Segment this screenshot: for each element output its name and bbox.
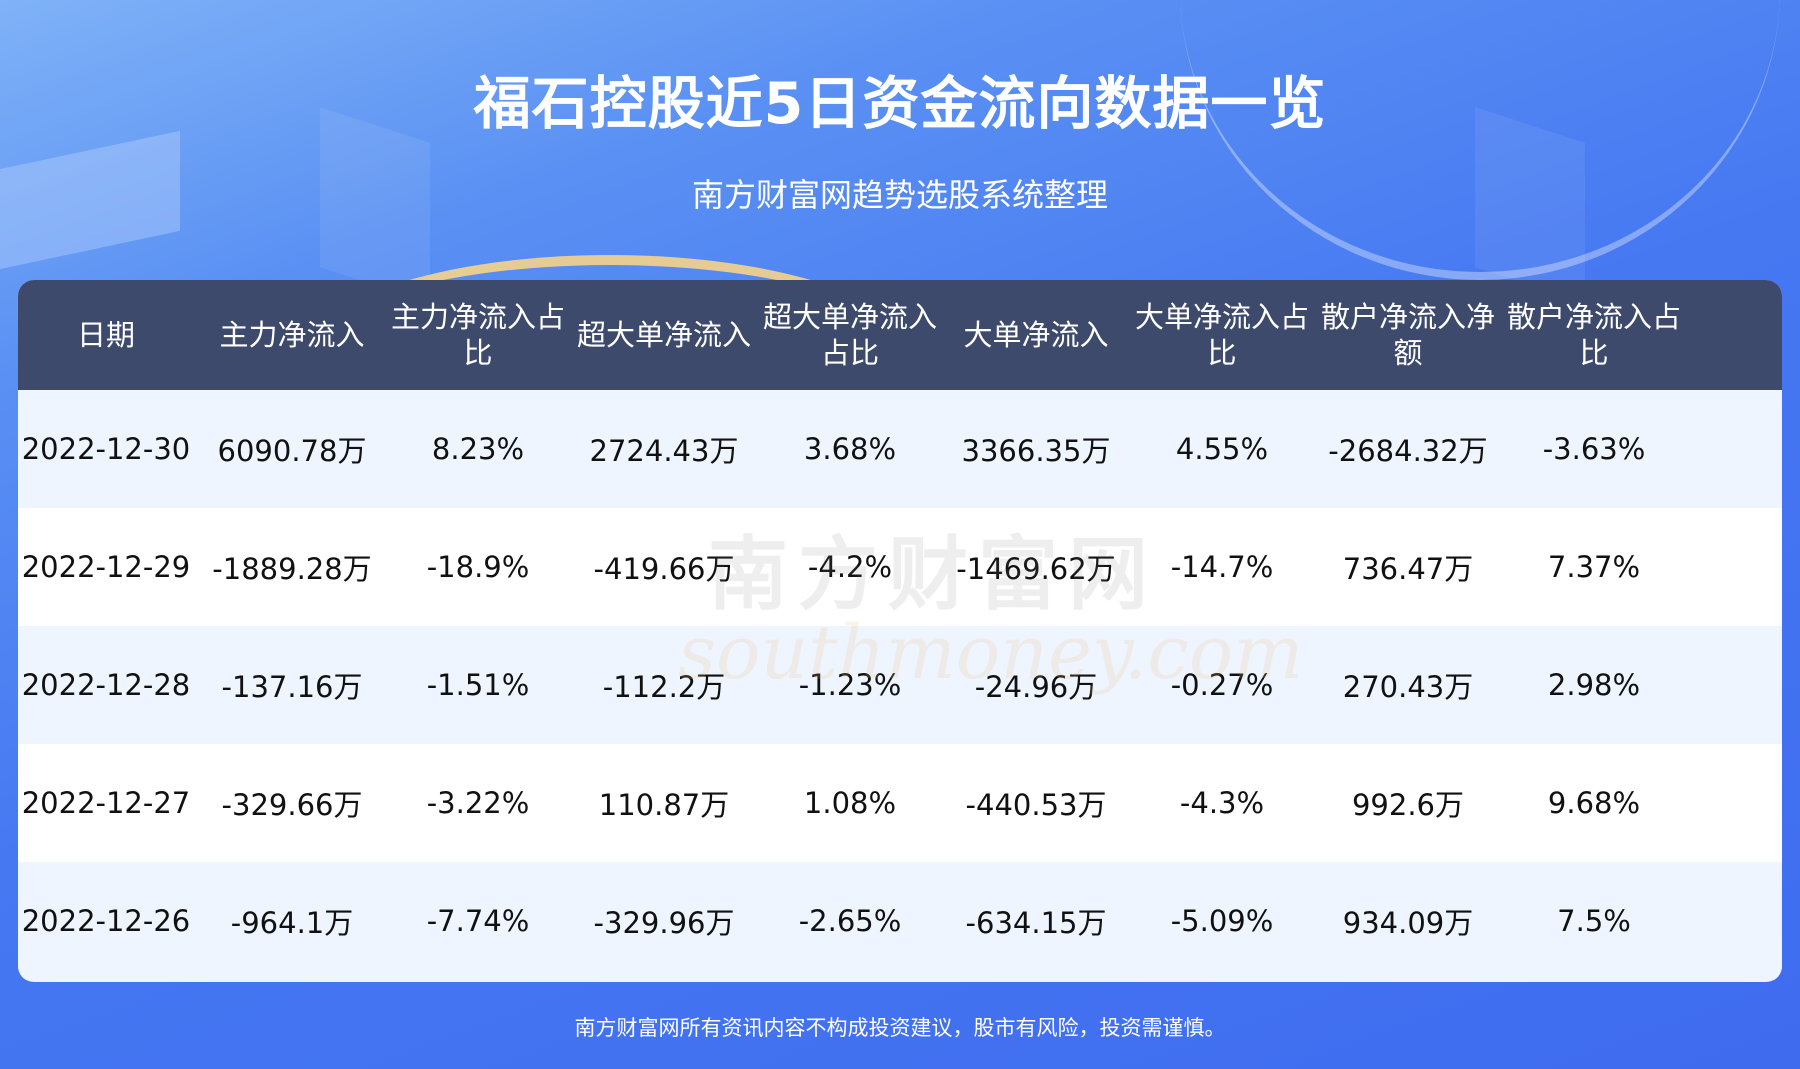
value-cell: 7.5% — [1557, 904, 1631, 938]
value-cell: -1.23% — [798, 668, 902, 702]
value-cell: -7.74% — [426, 904, 530, 938]
page-subtitle: 南方财富网趋势选股系统整理 — [691, 176, 1108, 214]
date-cell: 2022-12-30 — [21, 432, 191, 466]
value-cell: 1.08% — [803, 786, 897, 820]
column-header: 主力净流入占比 — [390, 300, 565, 370]
value-cell: -440.53万 — [965, 788, 1107, 822]
table-header: 日期 主力净流入 主力净流入占比 超大单净流入 超大单净流入占比 大单净流入 大… — [18, 280, 1782, 390]
value-cell: -2.65% — [798, 904, 902, 938]
value-cell: 3366.35万 — [961, 434, 1111, 468]
value-cell: 6090.78万 — [217, 434, 367, 468]
page-title: 福石控股近5日资金流向数据一览 — [473, 71, 1327, 137]
value-cell: 2724.43万 — [589, 434, 739, 468]
value-cell: 934.09万 — [1342, 906, 1474, 940]
date-cell: 2022-12-27 — [21, 786, 191, 820]
column-header: 日期 — [76, 318, 135, 352]
value-cell: -419.66万 — [593, 552, 735, 586]
value-cell: 2.98% — [1547, 668, 1641, 702]
value-cell: -14.7% — [1170, 550, 1274, 584]
table-row: 2022-12-30 6090.78万 8.23% 2724.43万 3.68% 3366… — [18, 390, 1782, 508]
value-cell: -112.2万 — [602, 670, 726, 704]
column-header: 散户净流入占比 — [1506, 300, 1681, 370]
table-row: 2022-12-29 -1889.28万 -18.9% -419.66万 -4.2% -1… — [18, 508, 1782, 626]
table-row: 2022-12-26 -964.1万 -7.74% -329.96万 -2.65% -63… — [18, 862, 1782, 980]
value-cell: -1889.28万 — [212, 552, 372, 586]
value-cell: -3.22% — [426, 786, 530, 820]
background-arc — [1180, 0, 1780, 280]
column-header: 主力净流入 — [219, 318, 365, 352]
value-cell: 736.47万 — [1342, 552, 1474, 586]
value-cell: 8.23% — [431, 432, 525, 466]
value-cell: 992.6万 — [1351, 788, 1465, 822]
value-cell: -4.2% — [807, 550, 893, 584]
fund-flow-table: 日期 主力净流入 主力净流入占比 超大单净流入 超大单净流入占比 大单净流入 大… — [18, 280, 1782, 982]
background-arc — [300, 255, 920, 465]
value-cell: 3.68% — [803, 432, 897, 466]
column-header: 散户净流入净额 — [1320, 300, 1495, 370]
table-row: 2022-12-28 -137.16万 -1.51% -112.2万 -1.23% -24… — [18, 626, 1782, 744]
watermark-logo: 南方财富网 — [708, 528, 1158, 621]
value-cell: -18.9% — [426, 550, 530, 584]
date-cell: 2022-12-28 — [21, 668, 191, 702]
value-cell: -24.96万 — [974, 670, 1098, 704]
value-cell: 9.68% — [1547, 786, 1641, 820]
value-cell: 110.87万 — [598, 788, 730, 822]
value-cell: 7.37% — [1547, 550, 1641, 584]
value-cell: -4.3% — [1179, 786, 1265, 820]
value-cell: 4.55% — [1175, 432, 1269, 466]
value-cell: -634.15万 — [965, 906, 1107, 940]
date-cell: 2022-12-29 — [21, 550, 191, 584]
value-cell: -329.66万 — [221, 788, 363, 822]
value-cell: -329.96万 — [593, 906, 735, 940]
date-cell: 2022-12-26 — [21, 904, 191, 938]
table-row: 2022-12-27 -329.66万 -3.22% 110.87万 1.08% -440… — [18, 744, 1782, 862]
value-cell: -3.63% — [1542, 432, 1646, 466]
value-cell: 270.43万 — [1342, 670, 1474, 704]
value-cell: -1.51% — [426, 668, 530, 702]
value-cell: -1469.62万 — [956, 552, 1116, 586]
value-cell: -2684.32万 — [1328, 434, 1488, 468]
value-cell: -137.16万 — [221, 670, 363, 704]
column-header: 大单净流入 — [963, 318, 1109, 352]
column-header: 超大单净流入占比 — [762, 300, 937, 370]
column-header: 超大单净流入 — [576, 318, 751, 352]
table-body: 2022-12-30 6090.78万 8.23% 2724.43万 3.68% 3366… — [18, 390, 1782, 980]
value-cell: -0.27% — [1170, 668, 1274, 702]
watermark-logo: southmoney.com — [678, 610, 1304, 696]
disclaimer: 南方财富网所有资讯内容不构成投资建议，股市有风险，投资需谨慎。 — [574, 1016, 1226, 1040]
value-cell: -5.09% — [1170, 904, 1274, 938]
column-header: 大单净流入占比 — [1134, 300, 1309, 370]
value-cell: -964.1万 — [230, 906, 354, 940]
